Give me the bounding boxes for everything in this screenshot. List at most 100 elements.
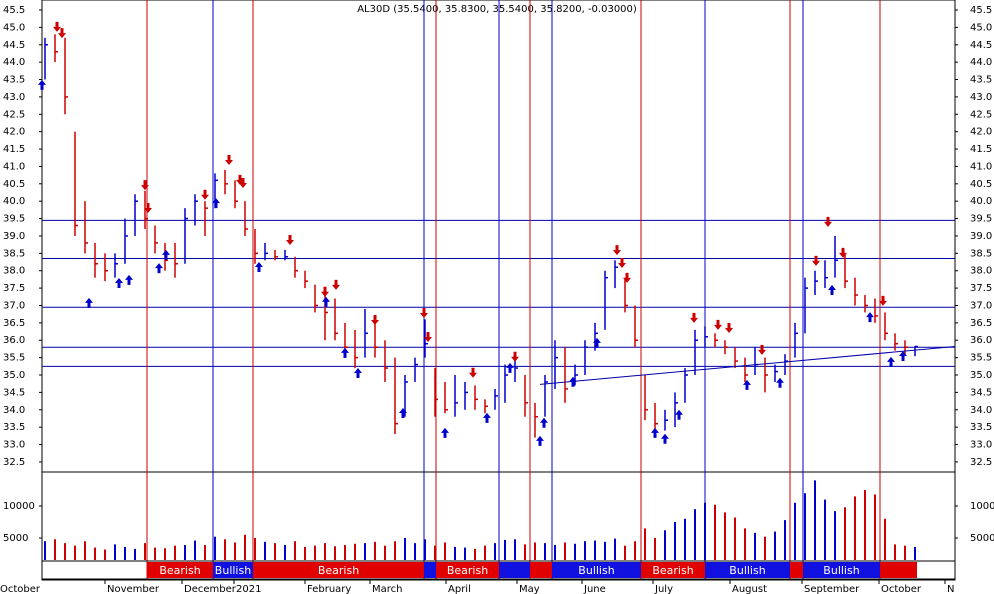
y-tick-label: 39.5 — [3, 214, 25, 225]
volume-bar — [64, 543, 66, 560]
volume-bar — [754, 532, 756, 560]
volume-bar — [134, 548, 136, 560]
signal-band — [253, 562, 424, 578]
signal-label: Bullish — [729, 564, 765, 577]
y-tick-label: 5000 — [3, 533, 28, 544]
volume-bar — [644, 528, 646, 560]
signal-band — [147, 562, 213, 578]
sell-arrow — [424, 331, 432, 342]
y-tick-label: 38.5 — [3, 248, 25, 259]
volume-bar — [354, 543, 356, 560]
buy-arrow — [255, 262, 263, 273]
y-tick-label: 36.0 — [3, 335, 25, 346]
volume-bar — [744, 528, 746, 560]
volume-bar — [384, 545, 386, 560]
volume-bar — [784, 520, 786, 560]
volume-bar — [174, 545, 176, 560]
y-tick-label: 45.5 — [3, 5, 25, 16]
volume-bar — [74, 545, 76, 560]
volume-bar — [474, 548, 476, 560]
sell-arrow — [725, 322, 733, 333]
sell-arrow — [839, 247, 847, 258]
sell-arrow — [758, 344, 766, 355]
volume-bar — [194, 540, 196, 560]
volume-bar — [504, 539, 506, 560]
y-tick-label-right: 40.5 — [970, 179, 992, 190]
volume-bar — [444, 542, 446, 560]
buy-arrow — [322, 296, 330, 307]
sell-arrow — [714, 319, 722, 330]
x-tick-label: N — [947, 584, 954, 594]
y-tick-label: 33.0 — [3, 440, 25, 451]
volume-bar — [284, 545, 286, 560]
sell-arrow — [420, 307, 428, 318]
volume-bar — [594, 540, 596, 560]
volume-bar — [674, 521, 676, 560]
volume-bar — [484, 545, 486, 560]
volume-bar — [544, 543, 546, 560]
volume-bar — [524, 544, 526, 560]
buy-arrow — [776, 377, 784, 388]
sell-arrow — [239, 177, 247, 188]
volume-bar — [394, 541, 396, 560]
chart-title: AL30D (35.5400, 35.8300, 35.5400, 35.820… — [357, 4, 637, 15]
buy-arrow — [661, 433, 669, 444]
y-tick-label-right: 45.0 — [970, 22, 992, 33]
sell-arrow — [144, 203, 152, 214]
y-tick-label-right: 36.5 — [970, 318, 992, 329]
x-tick-label: November — [107, 584, 160, 594]
sell-arrow — [690, 312, 698, 323]
x-tick-label: 2021 — [236, 584, 261, 594]
volume-bar — [494, 543, 496, 560]
buy-arrow — [155, 263, 163, 274]
signal-label: Bearish — [318, 564, 359, 577]
volume-bar — [214, 536, 216, 560]
buy-arrow — [899, 351, 907, 362]
y-tick-label: 43.5 — [3, 75, 25, 86]
y-tick-label: 36.5 — [3, 318, 25, 329]
volume-bar — [684, 518, 686, 560]
buy-arrow — [506, 362, 514, 373]
y-tick-label-right: 44.5 — [970, 40, 992, 51]
y-tick-label-right: 41.0 — [970, 161, 992, 172]
volume-bar — [624, 545, 626, 560]
volume-bar — [464, 547, 466, 560]
volume-bar — [244, 534, 246, 560]
volume-bar — [434, 545, 436, 560]
volume-bar — [864, 489, 866, 560]
y-tick-label-right: 43.5 — [970, 75, 992, 86]
y-tick-label-right: 33.0 — [970, 440, 992, 451]
x-tick-label: May — [519, 584, 540, 594]
x-tick-label: September — [804, 584, 860, 594]
y-tick-label-right: 32.5 — [970, 457, 992, 468]
y-tick-label-right: 34.0 — [970, 405, 992, 416]
sell-arrow — [53, 21, 61, 32]
x-tick-label: October — [0, 584, 41, 594]
x-tick-label: April — [448, 584, 471, 594]
signal-band — [530, 562, 552, 578]
signal-band — [880, 562, 917, 578]
volume-bar — [734, 517, 736, 560]
volume-bar — [834, 511, 836, 560]
y-tick-label-right: 44.0 — [970, 57, 992, 68]
volume-bar — [844, 507, 846, 560]
signal-label: Bullish — [215, 564, 251, 577]
y-tick-label: 38.0 — [3, 266, 25, 277]
volume-bar — [144, 543, 146, 560]
sell-arrow — [225, 155, 233, 166]
y-tick-label-right: 35.0 — [970, 370, 992, 381]
trend-line — [539, 346, 956, 385]
volume-bar — [304, 546, 306, 560]
sell-arrow — [58, 28, 66, 39]
x-tick-label: December — [184, 584, 237, 594]
sell-arrow — [201, 189, 209, 200]
signal-label: Bearish — [652, 564, 693, 577]
volume-bar — [424, 539, 426, 560]
volume-bar — [324, 543, 326, 560]
volume-bar — [104, 549, 106, 560]
volume-bar — [774, 531, 776, 560]
y-tick-label: 35.5 — [3, 353, 25, 364]
volume-bar — [414, 543, 416, 560]
buy-arrow — [38, 79, 46, 90]
y-tick-label: 40.0 — [3, 196, 25, 207]
